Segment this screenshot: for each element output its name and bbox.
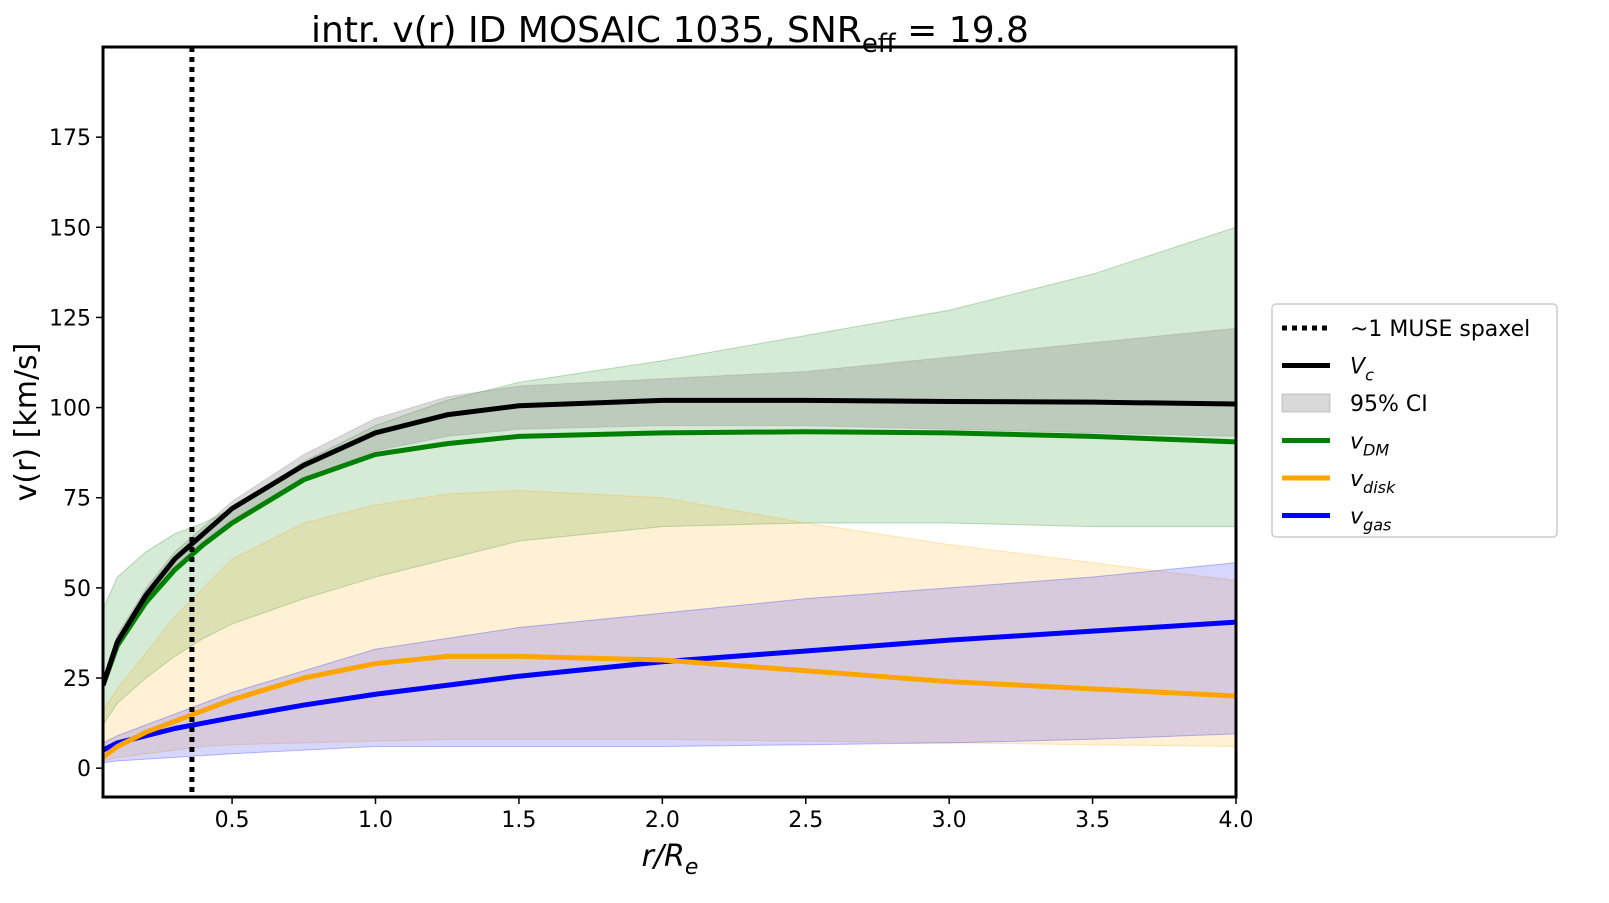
legend-label: vDM bbox=[1350, 430, 1389, 460]
x-tick-label: 0.5 bbox=[215, 808, 250, 833]
legend-swatch bbox=[1281, 393, 1331, 413]
x-tick-label: 3.0 bbox=[932, 808, 967, 833]
y-axis-label: v(r) [km/s] bbox=[9, 343, 44, 502]
chart-title: intr. v(r) ID MOSAIC 1035, SNReff = 19.8 bbox=[311, 10, 1029, 59]
y-tick-label: 175 bbox=[49, 126, 91, 151]
x-tick-label: 4.0 bbox=[1219, 808, 1254, 833]
legend-box bbox=[1271, 303, 1558, 538]
legend-label-main: ~1 MUSE spaxel bbox=[1350, 317, 1530, 342]
legend-label: vgas bbox=[1350, 505, 1391, 535]
legend-label-main: 95% CI bbox=[1350, 392, 1428, 417]
y-tick-label: 150 bbox=[49, 216, 91, 241]
x-tick-label: 3.5 bbox=[1075, 808, 1110, 833]
x-tick-label: 1.5 bbox=[501, 808, 536, 833]
legend-label-main: v bbox=[1350, 505, 1364, 530]
x-axis-label: r/Re bbox=[642, 839, 699, 880]
plot-frame bbox=[101, 45, 1238, 799]
legend-label-main: v bbox=[1350, 467, 1364, 492]
x-tick-label: 1.0 bbox=[358, 808, 393, 833]
legend-label-main: V bbox=[1350, 355, 1367, 380]
legend-label: Vc bbox=[1350, 355, 1374, 385]
legend-label: 95% CI bbox=[1350, 392, 1428, 417]
y-tick-label: 25 bbox=[63, 667, 91, 692]
x-tick-label: 2.5 bbox=[788, 808, 823, 833]
series-line bbox=[103, 653, 1236, 760]
series-line bbox=[103, 429, 1236, 687]
legend-label: vdisk bbox=[1350, 467, 1396, 497]
plot bbox=[103, 47, 1236, 797]
title-end: = 19.8 bbox=[896, 10, 1029, 51]
legend-label-sub: disk bbox=[1363, 478, 1396, 497]
series-line bbox=[103, 619, 1236, 753]
y-tick-label: 75 bbox=[63, 487, 91, 512]
series-line bbox=[103, 397, 1236, 687]
y-tick-label: 0 bbox=[77, 757, 91, 782]
x-label-sub: e bbox=[685, 855, 699, 880]
legend-label-sub: c bbox=[1365, 366, 1374, 385]
confidence-band bbox=[103, 327, 1236, 689]
x-tick-label: 2.0 bbox=[645, 808, 680, 833]
legend-label-main: v bbox=[1350, 430, 1364, 455]
legend-label-sub: DM bbox=[1363, 441, 1389, 460]
legend-label-sub: gas bbox=[1363, 516, 1391, 535]
y-tick-label: 50 bbox=[63, 577, 91, 602]
title-sub: eff bbox=[862, 29, 897, 59]
legend-label: ~1 MUSE spaxel bbox=[1350, 317, 1530, 342]
x-label-main: r/R bbox=[642, 839, 685, 874]
y-tick-label: 125 bbox=[49, 306, 91, 331]
title-main: intr. v(r) ID MOSAIC 1035, SNR bbox=[311, 10, 862, 51]
y-tick-label: 100 bbox=[49, 397, 91, 422]
